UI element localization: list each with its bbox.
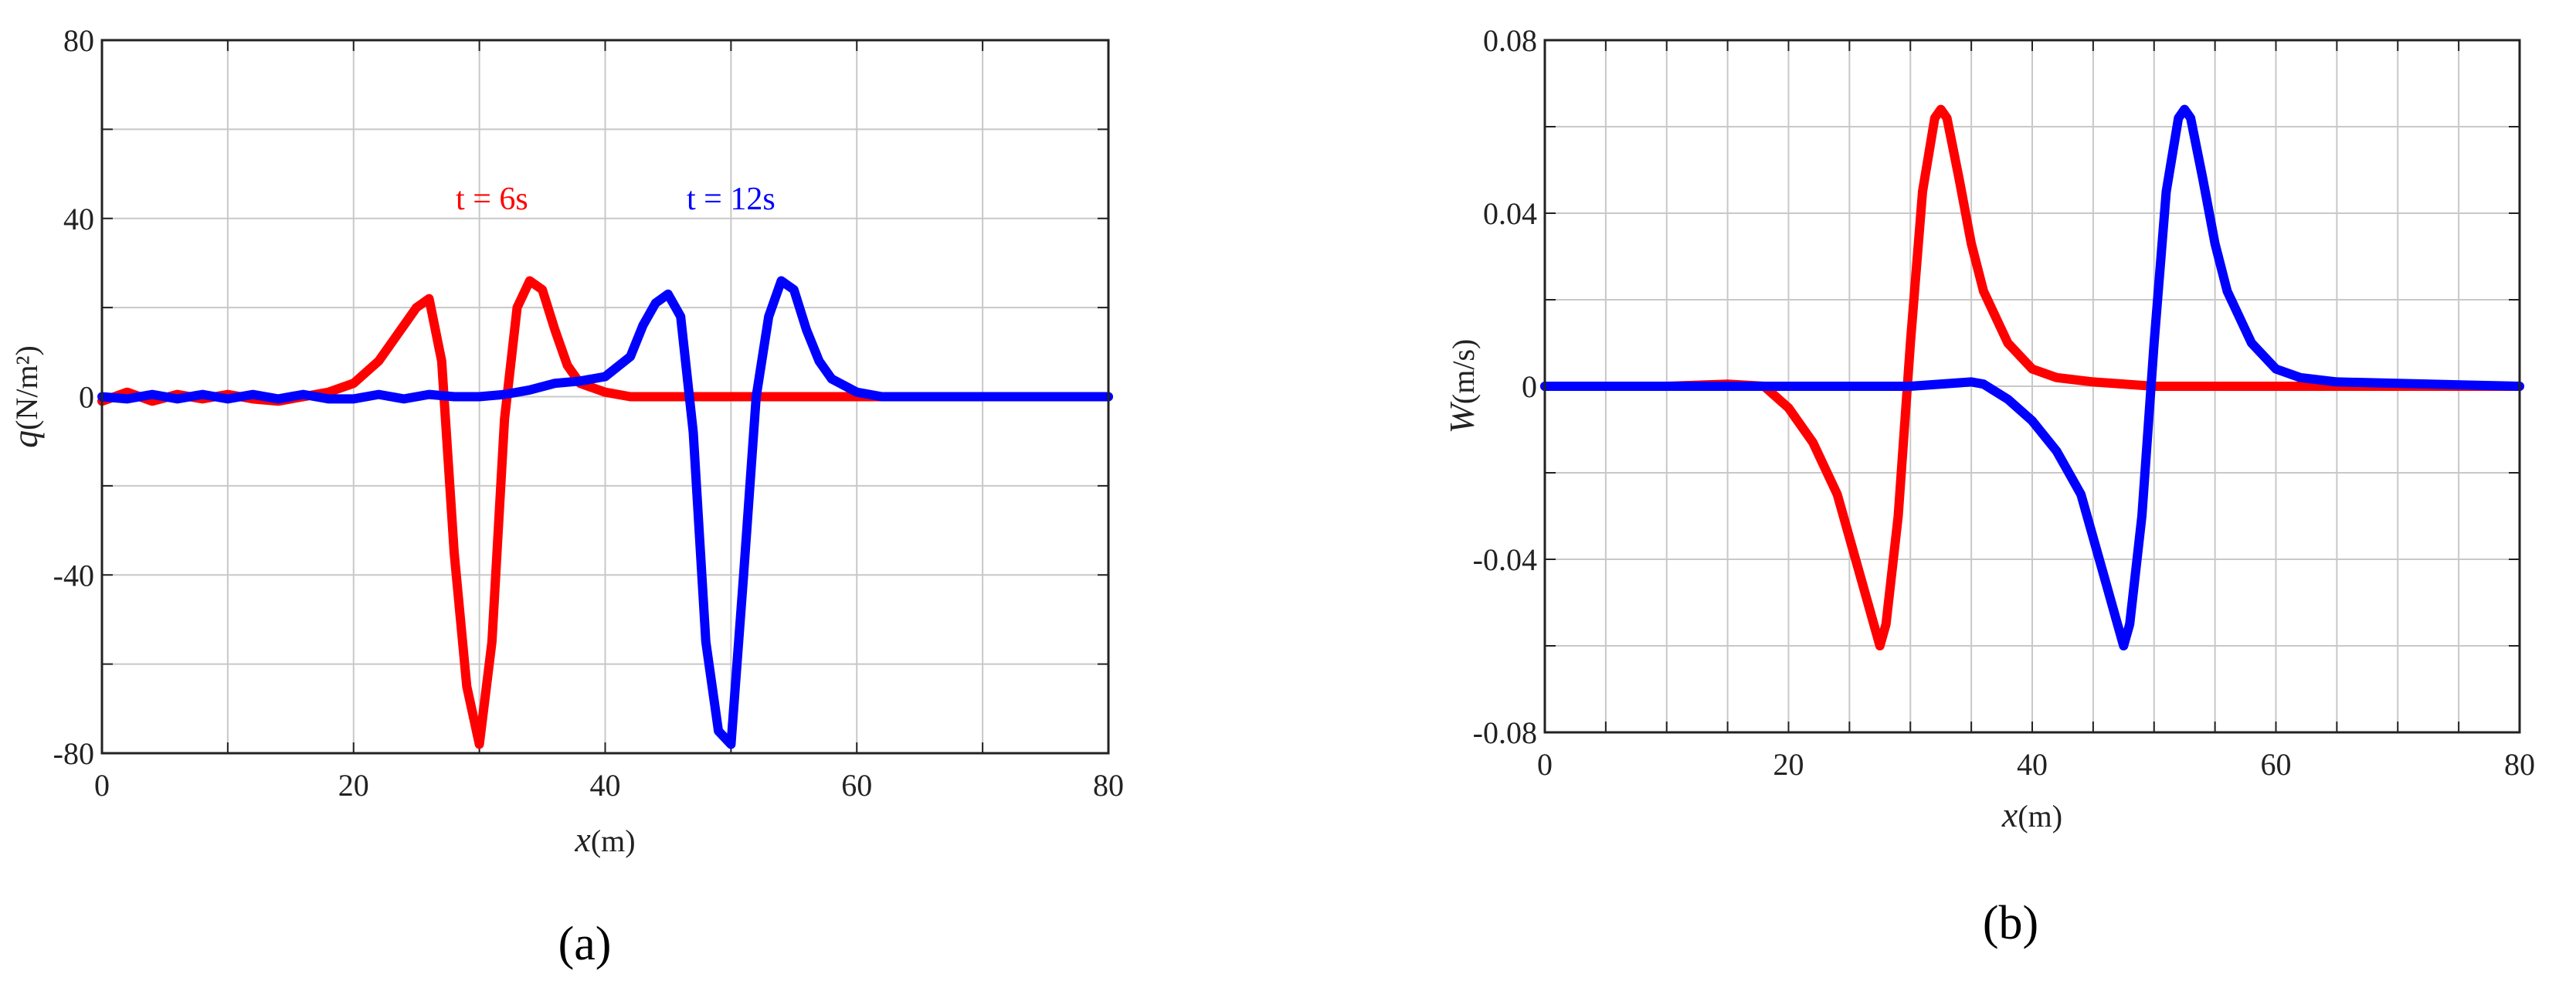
panel-b-y-tick-label: 0.08	[1483, 23, 1537, 58]
panel-a-x-axis-unit: (m)	[591, 824, 636, 858]
panel-b-plot-frame	[1543, 39, 2521, 734]
panel-b-x-axis-unit: (m)	[2018, 799, 2062, 834]
panel-b-x-axis-var: x	[2001, 795, 2018, 834]
panel-a-annotation-t12: t = 12s	[687, 182, 776, 217]
panel-a-chart: 0 20 40 60 80 -80 -40 0 40 80 x(m) q(N/m²) t = 6s t =…	[5, 23, 1124, 970]
panel-a-x-tick-label: 80	[1093, 768, 1124, 803]
panel-a-y-tick-label: 80	[63, 23, 94, 58]
panel-a-y-tick-label: -80	[53, 736, 94, 771]
panel-b-y-tick-label: 0.04	[1483, 196, 1537, 231]
panel-b-series-red-line	[1540, 104, 2524, 650]
panel-b-x-tick-label: 80	[2504, 747, 2535, 782]
panel-b-series-blue-line	[1540, 104, 2524, 650]
panel-a-y-axis-label: q(N/m²)	[5, 345, 45, 448]
panel-b-y-axis-unit: (m/s)	[1446, 339, 1481, 404]
panel-a-y-tick-label: 40	[63, 202, 94, 236]
panel-a-x-axis-var: x	[574, 820, 591, 859]
panel-a-y-tick-label: -40	[53, 558, 94, 593]
panel-b-x-tick-label: 40	[2017, 747, 2048, 782]
panel-a-y-tick-label: 0	[79, 380, 94, 415]
panel-a-y-axis-var: q	[5, 430, 45, 448]
panel-a-y-axis-unit: (N/m²)	[9, 345, 44, 430]
panel-a-x-tick-label: 0	[94, 768, 110, 803]
panel-a-annotation-t6: t = 6s	[456, 182, 528, 217]
panel-a-plot-frame	[100, 39, 1110, 755]
panel-a-x-axis-label: x(m)	[574, 820, 635, 859]
panel-b-x-tick-label: 0	[1537, 747, 1553, 782]
panel-b-y-tick-label: 0	[1522, 369, 1537, 404]
panel-b-y-axis-var: W	[1442, 401, 1481, 433]
panel-a-label: (a)	[558, 918, 612, 970]
panel-a-x-tick-label: 40	[590, 768, 621, 803]
panel-a-x-tick-label: 60	[841, 768, 872, 803]
panel-b-chart: 0 20 40 60 80 -0.08 -0.04 0 0.04 0.08 x(m) W(m/s) (b…	[1442, 23, 2535, 949]
panel-b-y-axis-label: W(m/s)	[1442, 339, 1481, 434]
panel-b-x-tick-label: 20	[1773, 747, 1804, 782]
panel-b-y-tick-label: -0.04	[1473, 542, 1537, 577]
panel-b-label: (b)	[1983, 897, 2038, 949]
panel-b-x-tick-label: 60	[2261, 747, 2292, 782]
panel-a-series-blue-line	[97, 276, 1113, 749]
panel-a-x-tick-label: 20	[338, 768, 369, 803]
panel-b-y-tick-label: -0.08	[1473, 715, 1537, 750]
panel-b-x-axis-label: x(m)	[2001, 795, 2062, 834]
